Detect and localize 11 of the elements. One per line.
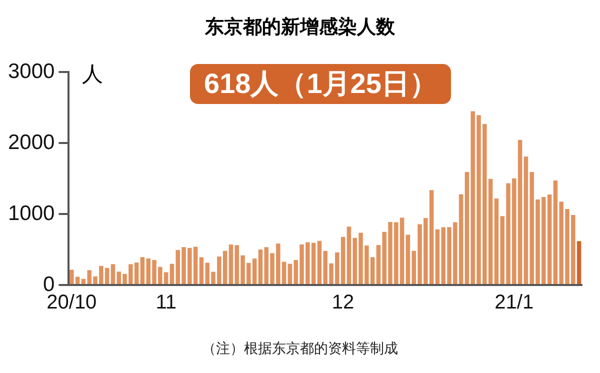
x-tick-label: 11 xyxy=(156,292,176,314)
text: （注）根据东京都的资料等制成 xyxy=(201,340,399,358)
y-axis-title: 人 xyxy=(82,62,103,88)
annotation: 618人（1月25日） xyxy=(190,64,452,104)
x-tick-label: 12 xyxy=(332,292,354,314)
x-tick-label: 21/1 xyxy=(494,292,534,314)
chart-title: 东京都的新增感染人数 xyxy=(204,16,396,40)
y-tick-label: 3000 xyxy=(8,60,55,83)
y-tick-label: 2000 xyxy=(8,130,55,154)
bar xyxy=(576,241,582,284)
y-tick-label: 1000 xyxy=(8,202,55,225)
